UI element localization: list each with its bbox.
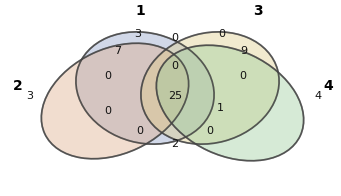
Text: 2: 2 <box>172 139 179 149</box>
Ellipse shape <box>41 43 189 159</box>
Text: 25: 25 <box>168 91 182 101</box>
Text: 9: 9 <box>240 46 248 56</box>
Text: 0: 0 <box>172 61 178 71</box>
Text: 1: 1 <box>217 103 223 113</box>
Text: 3: 3 <box>253 4 263 18</box>
Text: 0: 0 <box>136 126 144 136</box>
Text: 1: 1 <box>135 4 145 18</box>
Ellipse shape <box>141 32 279 144</box>
Text: 3: 3 <box>27 91 33 101</box>
Text: 0: 0 <box>172 33 178 43</box>
Ellipse shape <box>76 32 214 144</box>
Text: 0: 0 <box>104 71 112 81</box>
Text: 4: 4 <box>323 79 333 93</box>
Text: 0: 0 <box>239 71 247 81</box>
Text: 2: 2 <box>13 79 23 93</box>
Text: 0: 0 <box>219 29 225 39</box>
Text: 3: 3 <box>134 29 142 39</box>
Ellipse shape <box>156 45 303 161</box>
Text: 7: 7 <box>115 46 121 56</box>
Text: 4: 4 <box>314 91 322 101</box>
Text: 0: 0 <box>207 126 213 136</box>
Text: 0: 0 <box>104 106 112 116</box>
